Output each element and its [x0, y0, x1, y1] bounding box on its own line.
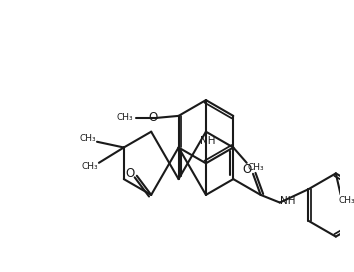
Text: O: O	[148, 111, 157, 124]
Text: CH₃: CH₃	[248, 163, 264, 172]
Text: O: O	[125, 167, 135, 180]
Text: NH: NH	[200, 136, 216, 146]
Text: CH₃: CH₃	[116, 113, 133, 122]
Text: CH₃: CH₃	[81, 162, 98, 171]
Text: CH₃: CH₃	[338, 196, 354, 205]
Text: O: O	[242, 163, 252, 177]
Text: CH₃: CH₃	[79, 134, 96, 143]
Text: NH: NH	[280, 196, 295, 206]
